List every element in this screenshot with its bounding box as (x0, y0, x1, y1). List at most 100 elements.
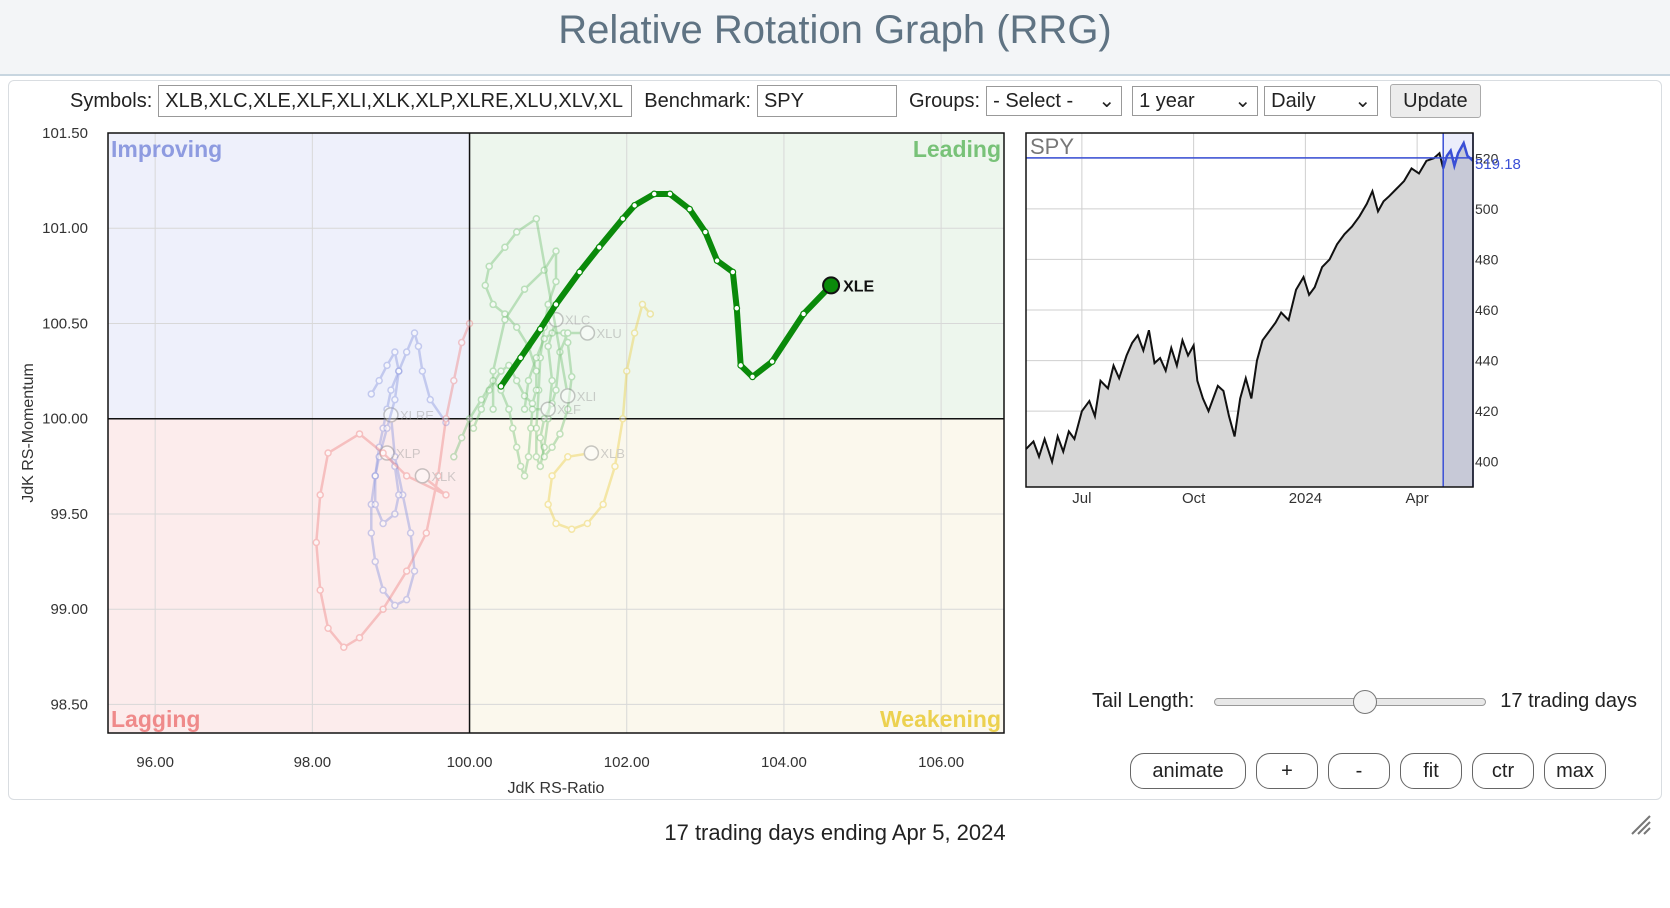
spy-y-tick-label: 460 (1475, 302, 1499, 318)
series-point (630, 329, 639, 337)
series-point (355, 430, 364, 438)
series-point (548, 443, 556, 452)
series-point (552, 301, 560, 308)
series-point (737, 361, 745, 369)
spy-x-tick-label: 2024 (1289, 490, 1322, 507)
benchmark-input[interactable]: SPY (756, 85, 897, 117)
series-point (442, 414, 450, 423)
spy-highlight-window (1443, 133, 1473, 487)
series-point (426, 395, 434, 404)
series-point (733, 304, 741, 312)
series-point (544, 342, 552, 351)
resize-handle-icon[interactable] (1628, 812, 1652, 836)
series-label: XLP (396, 446, 421, 461)
series-point (599, 500, 607, 509)
spy-x-tick-label: Jul (1072, 490, 1091, 507)
series-point (524, 453, 533, 461)
update-button[interactable]: Update (1390, 84, 1481, 118)
spy-y-tick-label: 480 (1475, 251, 1499, 267)
zoom-in-button[interactable]: + (1256, 753, 1318, 789)
series-tail-line (472, 216, 570, 429)
series-point (552, 247, 560, 255)
groups-select[interactable]: - Select - ⌄ (986, 86, 1123, 116)
series-point (422, 529, 431, 537)
series-xlre: XLRE (367, 329, 450, 610)
spy-title: SPY (1030, 134, 1074, 159)
series-point (395, 491, 403, 499)
series-point (619, 215, 627, 223)
series-point (371, 472, 379, 480)
series-point (576, 268, 583, 276)
symbols-input[interactable]: XLB,XLC,XLE,XLF,XLI,XLK,XLP,XLRE,XLU,XLV… (158, 85, 633, 117)
series-point (485, 386, 493, 394)
series-point (481, 281, 490, 290)
page-title: Relative Rotation Graph (RRG) (558, 8, 1112, 52)
series-point (379, 586, 387, 594)
fit-button[interactable]: fit (1400, 753, 1462, 789)
series-tail-line (523, 331, 588, 460)
series-tail-line (315, 322, 471, 649)
x-tick-label: 98.00 (294, 754, 332, 771)
series-point (379, 445, 395, 461)
series-point (485, 262, 493, 271)
spy-y-tick-label: 500 (1475, 201, 1499, 217)
tail-length-slider[interactable] (1214, 689, 1487, 714)
series-point (489, 376, 497, 385)
series-xlf: XLF (450, 376, 581, 481)
series-label: XLF (557, 402, 581, 417)
series-point (391, 348, 399, 356)
slider-thumb[interactable] (1352, 689, 1377, 714)
series-tail-line (370, 329, 447, 607)
series-point (367, 390, 376, 398)
series-point (450, 453, 458, 461)
series-point (410, 329, 419, 337)
series-point (340, 643, 348, 652)
groups-select-value: - Select - (993, 90, 1074, 112)
series-point (383, 361, 391, 370)
spy-y-tick-label: 440 (1475, 353, 1499, 369)
series-point (567, 525, 576, 533)
y-tick-label: 100.00 (42, 411, 88, 428)
series-label: XLRE (400, 408, 434, 423)
series-point (540, 401, 556, 417)
x-tick-label: 102.00 (604, 754, 650, 771)
series-point (402, 567, 411, 575)
ctr-button[interactable]: ctr (1472, 753, 1534, 789)
y-tick-label: 99.00 (50, 601, 88, 618)
series-point (560, 388, 576, 404)
zoom-out-button[interactable]: - (1328, 753, 1390, 789)
series-label: XLK (431, 469, 456, 484)
spy-y-tick-label: 400 (1475, 454, 1499, 470)
series-point (534, 386, 543, 394)
y-tick-label: 99.50 (50, 506, 88, 523)
interval-select[interactable]: Daily ⌄ (1264, 86, 1379, 116)
series-point (532, 354, 541, 362)
rrg-chart[interactable]: 96.00 98.00 100.00 102.00 104.00 106.00 101.50… (0, 125, 1080, 825)
series-point (638, 300, 647, 309)
series-point (383, 405, 391, 413)
series-point (383, 407, 399, 423)
series-point (532, 453, 541, 461)
series-point (560, 329, 568, 337)
series-point (544, 300, 552, 309)
series-point (367, 500, 376, 509)
series-point (540, 266, 548, 274)
series-xlu: XLU (520, 325, 622, 461)
series-point (548, 472, 556, 480)
quadrant-weakening (469, 418, 1005, 733)
series-point (442, 418, 450, 427)
chevron-down-icon: ⌄ (1234, 90, 1252, 112)
chevron-down-icon: ⌄ (1354, 90, 1372, 112)
series-point (501, 315, 509, 324)
series-point (583, 445, 600, 461)
animate-button[interactable]: animate (1130, 753, 1246, 789)
series-point (729, 268, 737, 276)
series-point (527, 424, 535, 432)
series-point (536, 354, 545, 362)
series-point (579, 325, 596, 341)
period-select[interactable]: 1 year ⌄ (1132, 86, 1259, 116)
max-button[interactable]: max (1544, 753, 1606, 789)
series-point (418, 367, 427, 375)
y-axis-title: JdK RS-Momentum (20, 363, 37, 503)
series-point (434, 472, 442, 480)
